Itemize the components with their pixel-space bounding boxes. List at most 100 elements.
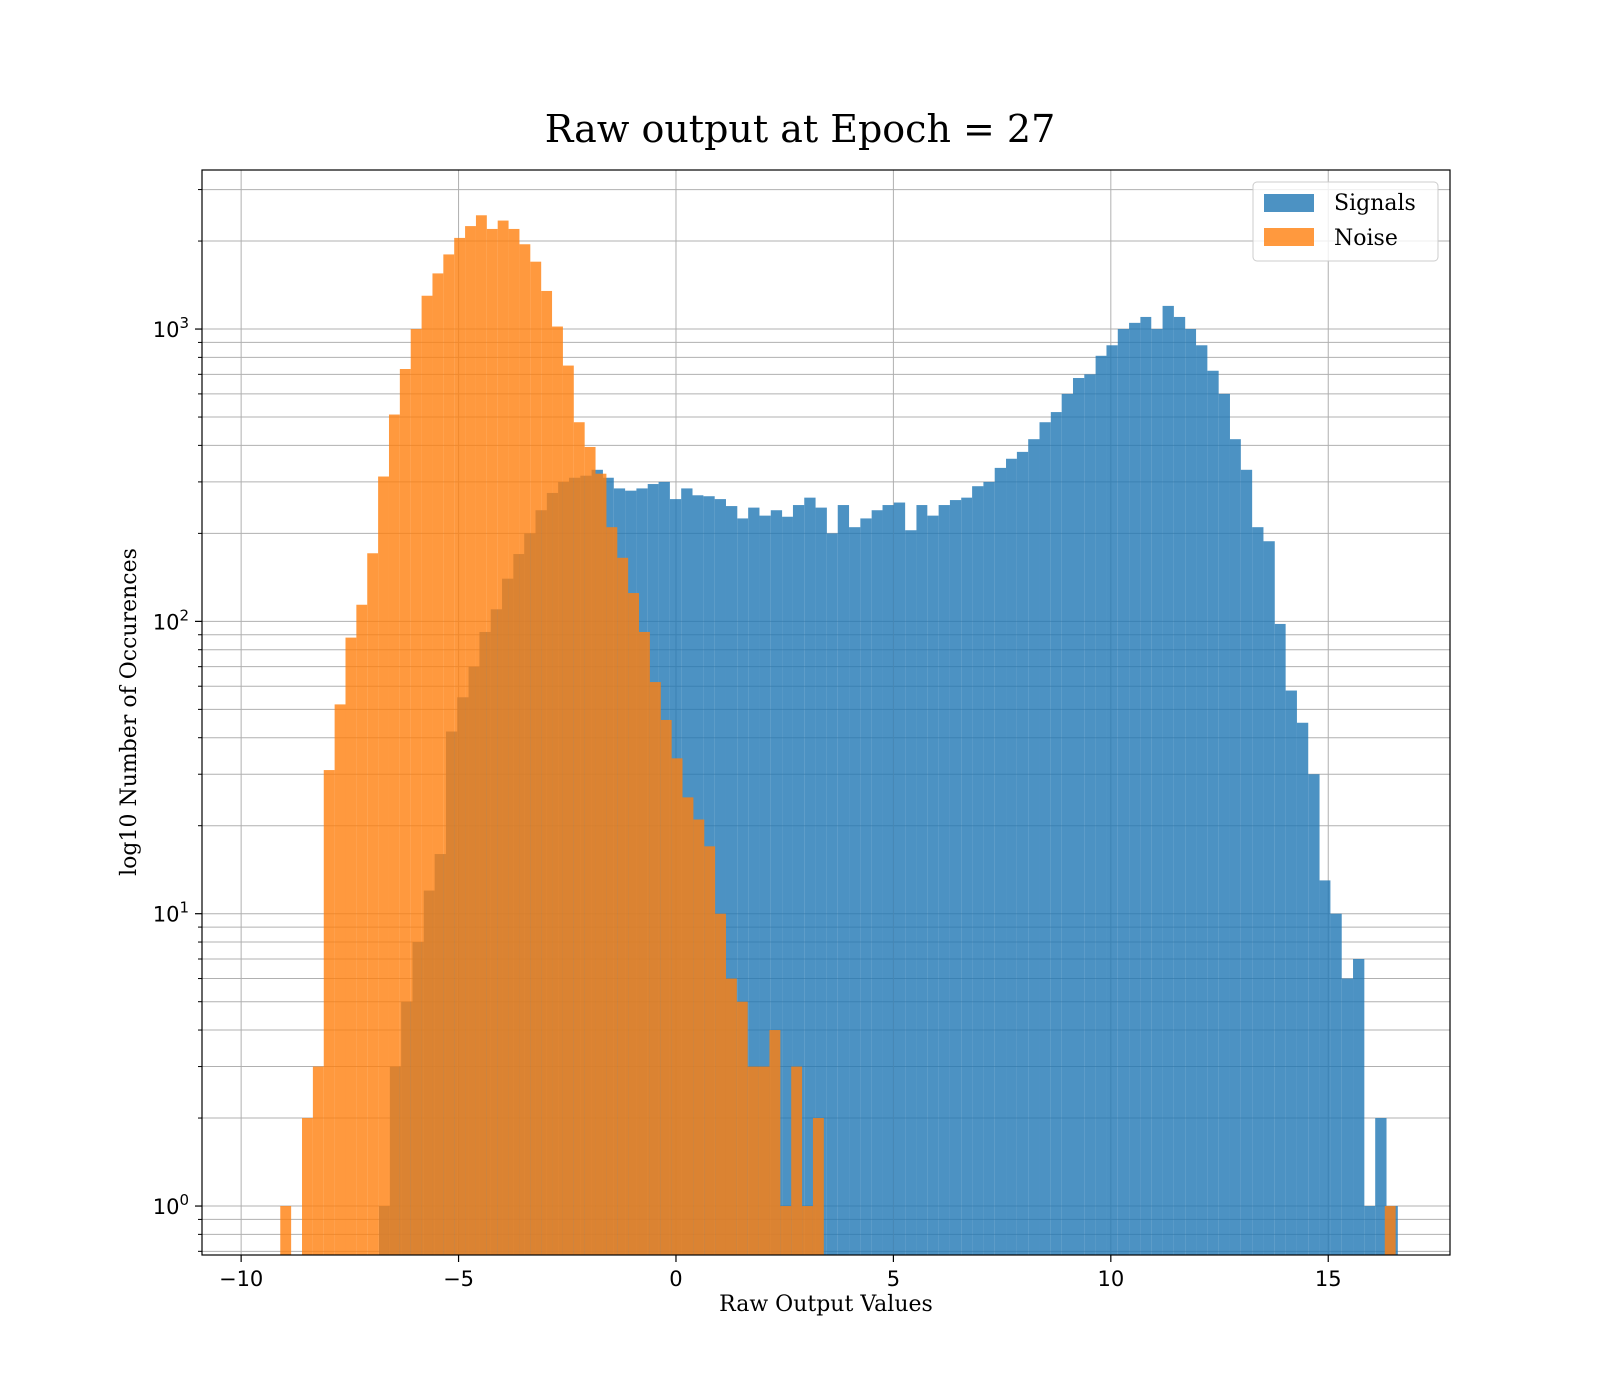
histogram-bar-signals (1162, 305, 1174, 1255)
histogram-bar-noise (421, 295, 433, 1255)
histogram-bar-noise (769, 1030, 781, 1255)
histogram-bar-signals (1207, 370, 1219, 1255)
histogram-bar-noise (639, 631, 650, 1255)
histogram-bar-noise (552, 326, 563, 1255)
histogram-bar-noise (345, 637, 357, 1255)
histogram-bar-noise (758, 1066, 770, 1255)
histogram-bar-signals (994, 467, 1007, 1255)
x-tick-label: 15 (1315, 1267, 1342, 1291)
histogram-bar-signals (1229, 439, 1241, 1255)
legend: Signals Noise (1252, 181, 1439, 262)
histogram-bar-noise (791, 1066, 803, 1255)
y-tick-label: 100 (153, 1191, 189, 1219)
histogram-bar-noise (628, 593, 640, 1255)
x-tick-label: −10 (219, 1267, 263, 1291)
histogram-bar-signals (714, 499, 726, 1256)
histogram-bar-signals (849, 527, 861, 1255)
histogram-bar-noise (693, 819, 705, 1255)
histogram-bar-signals (893, 502, 906, 1255)
histogram-bar-signals (1028, 439, 1040, 1255)
histogram-bar-signals (1296, 722, 1309, 1255)
histogram-bar-noise (562, 365, 574, 1255)
histogram-bar-signals (1263, 541, 1275, 1255)
series-noise (280, 215, 1396, 1256)
histogram-bar-noise (802, 1206, 813, 1255)
x-tick-label: 10 (1097, 1267, 1124, 1291)
histogram-bar-noise (508, 228, 520, 1255)
histogram-bar-noise (704, 846, 716, 1255)
histogram-bar-signals (837, 505, 850, 1255)
histogram-bar-noise (671, 758, 683, 1255)
histogram-bar-signals (1129, 322, 1141, 1255)
histogram-bar-signals (1375, 1118, 1387, 1255)
histogram-bar-signals (1218, 393, 1230, 1255)
histogram-bar-noise (595, 473, 607, 1255)
histogram-bar-noise (747, 1066, 759, 1255)
histogram-bar-signals (905, 530, 917, 1255)
histogram-bar-noise (812, 1118, 824, 1255)
histogram-bar-signals (1061, 393, 1073, 1255)
x-tick-label: 0 (669, 1267, 682, 1291)
histogram-bar-noise (475, 215, 487, 1256)
histogram-bar-signals (1084, 374, 1096, 1255)
histogram-bar-signals (1006, 458, 1017, 1255)
histogram-bar-signals (961, 497, 973, 1256)
histogram-bar-noise (530, 261, 542, 1255)
histogram-bar-signals (1196, 345, 1208, 1256)
histogram-bar-noise (399, 369, 411, 1256)
histogram-bar-noise (312, 1066, 324, 1255)
histogram-bar-signals (1072, 378, 1085, 1255)
histogram-bar-signals (1039, 422, 1051, 1256)
histogram-bar-signals (1173, 316, 1186, 1255)
legend-swatch-signals (1264, 194, 1314, 212)
histogram-bar-noise (780, 1206, 792, 1255)
histogram-bar-noise (443, 254, 455, 1256)
histogram-bar-signals (826, 533, 838, 1255)
histogram-bar-signals (759, 515, 771, 1255)
histogram-bar-signals (1285, 690, 1297, 1255)
histogram-bar-signals (1095, 355, 1107, 1256)
histogram-bar-signals (882, 505, 894, 1255)
histogram-bar-signals (815, 507, 827, 1256)
histogram-bar-noise (606, 527, 618, 1255)
histogram-bar-signals (792, 505, 805, 1255)
x-tick-label: −5 (443, 1267, 474, 1291)
histogram-bar-signals (748, 507, 760, 1256)
chart-title: Raw output at Epoch = 27 (545, 107, 1056, 151)
histogram-bar-noise (649, 682, 661, 1255)
histogram-bar-signals (1140, 316, 1152, 1255)
histogram-bar-signals (1330, 913, 1342, 1255)
plot-frame (201, 169, 1451, 1256)
histogram-bar-signals (1274, 623, 1286, 1255)
histogram-bar-signals (927, 515, 939, 1255)
histogram-bar-signals (1364, 1206, 1376, 1255)
x-axis-label: Raw Output Values (719, 1292, 933, 1317)
histogram-bar-noise (682, 797, 694, 1255)
histogram-bar-noise (432, 273, 444, 1256)
histogram-bar-noise (302, 1118, 313, 1255)
histogram-bar-signals (871, 510, 883, 1255)
y-axis-label: log10 Number of Occurences (117, 548, 142, 876)
histogram-bar-signals (983, 481, 995, 1256)
legend-label-signals: Signals (1334, 191, 1416, 216)
histogram-bar-noise (736, 1001, 748, 1255)
histogram-bar-signals (938, 505, 950, 1255)
histogram-bar-signals (1240, 469, 1253, 1256)
histogram-bar-signals (916, 505, 928, 1255)
histogram-bar-noise (454, 237, 466, 1255)
histogram-bar-signals (725, 506, 738, 1255)
histogram-bar-signals (1016, 451, 1029, 1255)
histogram-bar-noise (334, 704, 346, 1255)
histogram-bar-signals (1050, 412, 1062, 1256)
histogram-bar-noise (725, 978, 737, 1255)
x-tick-label: 5 (887, 1267, 900, 1291)
histogram-bar-signals (804, 497, 816, 1256)
histogram-bar-signals (1106, 345, 1118, 1256)
histogram-bar-noise (497, 220, 509, 1256)
histogram-bar-signals (972, 486, 984, 1255)
y-axis-ticks: 100 101 102 103 (153, 189, 202, 1252)
histogram-bar-noise (410, 329, 422, 1256)
histogram-bar-noise (486, 228, 498, 1255)
y-tick-label: 102 (153, 606, 189, 634)
